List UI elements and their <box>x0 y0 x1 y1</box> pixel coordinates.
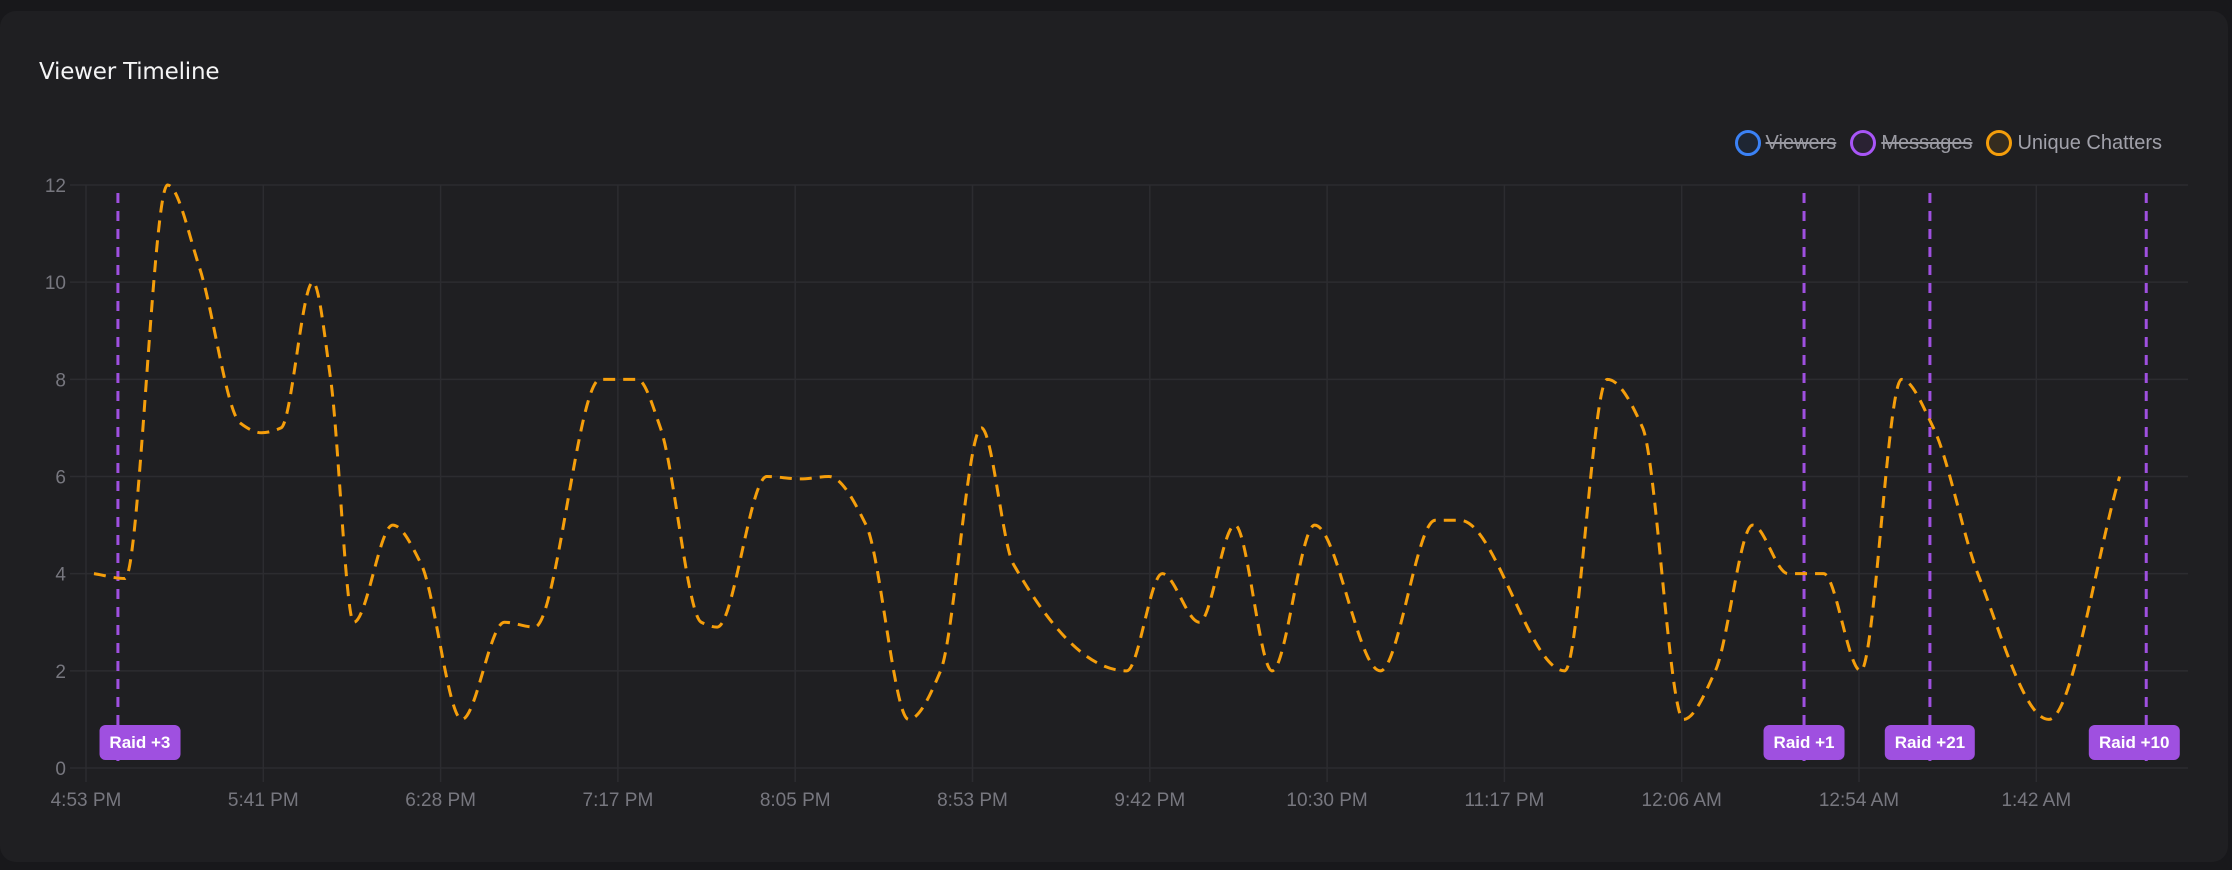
x-tick-label: 8:53 PM <box>937 790 1008 811</box>
x-tick-label: 9:42 PM <box>1114 790 1185 811</box>
legend-label: Messages <box>1881 131 1973 154</box>
raid-badge: Raid +3 <box>99 725 181 760</box>
legend-item-viewers[interactable]: Viewers <box>1734 130 1837 156</box>
raid-badge: Raid +21 <box>1884 725 1976 760</box>
unique-chatters-line <box>93 183 2122 721</box>
legend-item-messages[interactable]: Messages <box>1850 130 1972 156</box>
y-tick-label: 2 <box>55 662 66 683</box>
viewers-swatch-icon <box>1734 130 1761 156</box>
legend-item-unique-chatters[interactable]: Unique Chatters <box>1986 130 2162 156</box>
card-title: Viewer Timeline <box>39 59 220 85</box>
y-tick-label: 0 <box>55 759 66 780</box>
unique-chatters-swatch-icon <box>1986 130 2013 156</box>
y-tick-label: 6 <box>55 468 66 489</box>
x-tick-label: 12:54 AM <box>1819 790 1899 811</box>
legend-label: Unique Chatters <box>2017 131 2162 154</box>
y-tick-label: 10 <box>45 273 66 294</box>
x-tick-label: 10:30 PM <box>1286 790 1367 811</box>
x-tick-label: 5:41 PM <box>228 790 299 811</box>
y-tick-label: 12 <box>45 176 66 197</box>
x-tick-label: 4:53 PM <box>51 790 122 811</box>
legend-label: Viewers <box>1765 131 1837 154</box>
y-tick-label: 8 <box>55 370 66 391</box>
x-tick-label: 8:05 PM <box>760 790 831 811</box>
y-tick-label: 4 <box>55 565 66 586</box>
chart-legend: Viewers Messages Unique Chatters <box>1734 130 2162 156</box>
x-tick-label: 1:42 AM <box>2001 790 2071 811</box>
x-tick-label: 7:17 PM <box>583 790 654 811</box>
messages-swatch-icon <box>1850 130 1877 156</box>
x-tick-label: 12:06 AM <box>1642 790 1722 811</box>
raid-badge: Raid +10 <box>2089 725 2180 760</box>
x-tick-label: 11:17 PM <box>1464 790 1544 811</box>
x-tick-label: 6:28 PM <box>405 790 476 811</box>
raid-badge: Raid +1 <box>1763 725 1845 760</box>
